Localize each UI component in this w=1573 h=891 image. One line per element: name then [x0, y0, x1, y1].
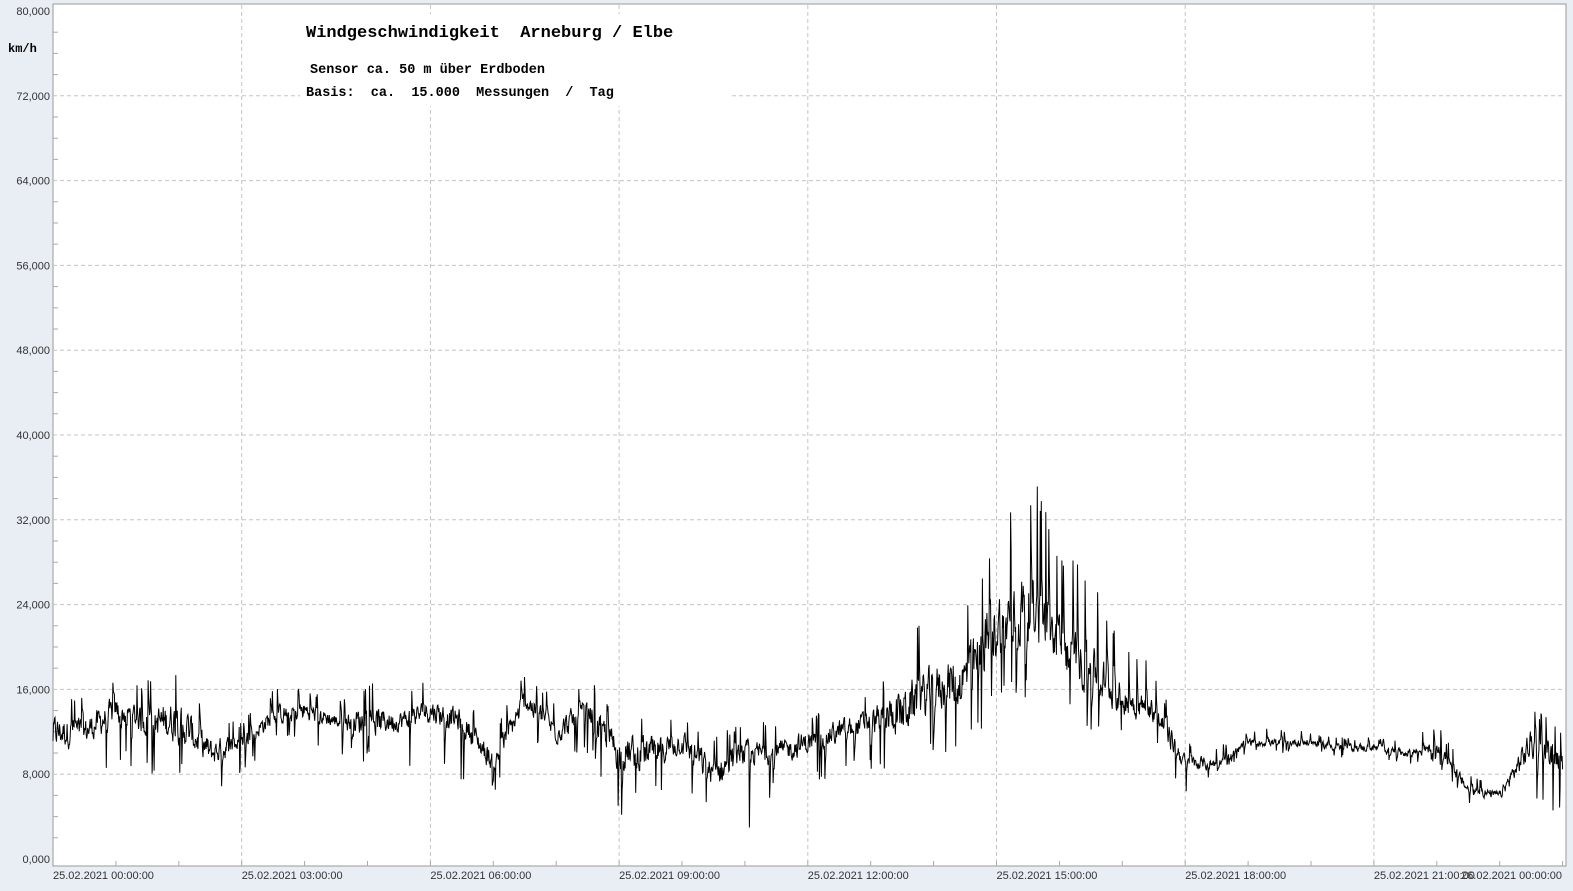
x-tick-label: 25.02.2021 06:00:00 [430, 870, 531, 882]
x-axis: 25.02.2021 00:00:00 25.02.2021 03:00:00 25… [53, 861, 1564, 882]
y-tick-label: 8,000 [22, 769, 50, 781]
title-background [300, 14, 730, 106]
subtitle-basis: Basis: ca. 15.000 Messungen / Tag [306, 86, 614, 101]
y-tick-label: 48,000 [16, 345, 50, 357]
y-tick-label: 0,000 [22, 854, 50, 866]
x-tick-label: 25.02.2021 12:00:00 [808, 870, 909, 882]
x-tick-label: 25.02.2021 15:00:00 [997, 870, 1098, 882]
chart-title: Windgeschwindigkeit Arneburg / Elbe [306, 24, 673, 43]
y-tick-label: 40,000 [16, 430, 50, 442]
x-tick-label: 25.02.2021 09:00:00 [619, 870, 720, 882]
x-tick-label: 25.02.2021 03:00:00 [242, 870, 343, 882]
y-axis-label: km/h [8, 42, 37, 56]
y-axis: 0,000 8,000 16,000 24,000 32,000 40,000 48,000… [16, 6, 58, 866]
x-tick-label: 26.02.2021 00:00:00 [1461, 870, 1562, 882]
x-tick-label: 25.02.2021 21:00:00 [1374, 870, 1475, 882]
y-tick-label: 72,000 [16, 91, 50, 103]
series-line-wind-speed [52, 486, 1564, 828]
y-tick-label: 16,000 [16, 684, 50, 696]
x-tick-label: 25.02.2021 18:00:00 [1185, 870, 1286, 882]
y-tick-label: 56,000 [16, 260, 50, 272]
y-tick-label: 24,000 [16, 600, 50, 612]
y-tick-label: 80,000 [16, 6, 50, 18]
subtitle-sensor: Sensor ca. 50 m über Erdboden [310, 63, 545, 78]
y-tick-label: 64,000 [16, 176, 50, 188]
y-tick-label: 32,000 [16, 515, 50, 527]
x-tick-label: 25.02.2021 00:00:00 [53, 870, 154, 882]
